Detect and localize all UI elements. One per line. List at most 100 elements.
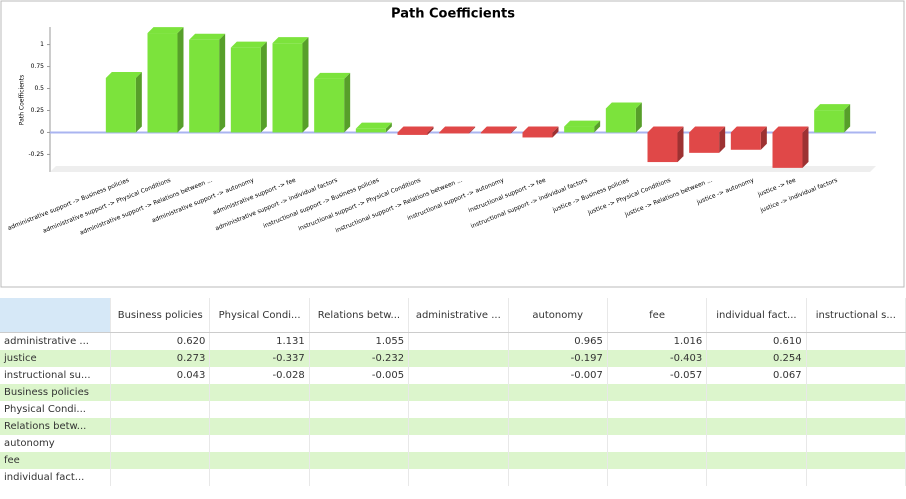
bar bbox=[772, 126, 809, 168]
column-header: individual fact... bbox=[706, 298, 807, 333]
bar-front bbox=[647, 132, 678, 163]
table-cell: -0.403 bbox=[607, 350, 708, 367]
table-cell bbox=[309, 384, 410, 401]
table-cell bbox=[706, 401, 807, 418]
bar bbox=[355, 122, 392, 133]
table-cell: 0.043 bbox=[110, 367, 211, 384]
table-cell bbox=[607, 469, 708, 486]
bar-front bbox=[522, 132, 553, 138]
bar-side bbox=[177, 27, 184, 133]
table-cell bbox=[607, 435, 708, 452]
bar bbox=[564, 120, 601, 133]
row-header: administrative ... bbox=[0, 332, 111, 350]
table-cell bbox=[508, 418, 608, 435]
bar bbox=[314, 72, 351, 133]
table-cell bbox=[309, 435, 410, 452]
bar-side bbox=[344, 72, 351, 133]
bar-top bbox=[105, 71, 142, 78]
table-cell: -0.197 bbox=[508, 350, 608, 367]
plot-floor bbox=[50, 166, 876, 172]
bar-side bbox=[260, 41, 267, 133]
table-cell bbox=[806, 350, 906, 367]
row-header: instructional su... bbox=[0, 367, 111, 384]
table-cell bbox=[508, 435, 608, 452]
y-tick-label: 0.75 bbox=[31, 63, 45, 70]
data-table: Business policies Physical Condi... Relati… bbox=[0, 298, 906, 486]
bar-front bbox=[730, 132, 761, 150]
column-header: instructional s... bbox=[806, 298, 906, 333]
table-cell: 1.016 bbox=[607, 332, 708, 350]
table-cell bbox=[806, 469, 906, 486]
table-cell bbox=[806, 384, 906, 401]
bar-top bbox=[772, 126, 809, 133]
y-tick-label: 0 bbox=[40, 129, 44, 136]
table-row: Physical Condi... bbox=[0, 401, 906, 418]
table-cell bbox=[806, 452, 906, 469]
bar-top bbox=[689, 126, 726, 133]
table-row: autonomy bbox=[0, 435, 906, 452]
bar-front bbox=[272, 43, 303, 133]
bar-front bbox=[355, 128, 386, 133]
table-cell bbox=[806, 332, 906, 350]
header-corner bbox=[0, 298, 111, 333]
table-cell bbox=[706, 469, 807, 486]
table-cell: -0.057 bbox=[607, 367, 708, 384]
table-cell bbox=[806, 435, 906, 452]
table-row: justice 0.273 -0.337 -0.232 -0.197 -0.403 0.25… bbox=[0, 350, 906, 367]
bar bbox=[397, 126, 434, 135]
table-cell bbox=[209, 384, 310, 401]
bar-top bbox=[397, 126, 434, 133]
bar bbox=[522, 126, 559, 138]
table-cell: 1.131 bbox=[209, 332, 310, 350]
bar-top bbox=[189, 33, 226, 40]
bar bbox=[605, 102, 642, 133]
bar-side bbox=[802, 126, 809, 168]
table-cell bbox=[706, 384, 807, 401]
bar-top bbox=[230, 41, 267, 48]
table-cell: 0.620 bbox=[110, 332, 211, 350]
table-cell bbox=[209, 469, 310, 486]
bar-side bbox=[719, 126, 726, 153]
table-cell: -0.232 bbox=[309, 350, 410, 367]
table-cell bbox=[309, 452, 410, 469]
row-header: justice bbox=[0, 350, 111, 367]
bar bbox=[439, 126, 476, 134]
bar-front bbox=[397, 132, 428, 135]
bar-side bbox=[427, 126, 434, 135]
bar-top bbox=[814, 104, 851, 111]
bar-top bbox=[730, 126, 767, 133]
table-cell bbox=[806, 367, 906, 384]
bar bbox=[814, 104, 851, 133]
table-cell bbox=[209, 418, 310, 435]
table-cell bbox=[508, 469, 608, 486]
table-cell bbox=[309, 401, 410, 418]
bar-top bbox=[355, 122, 392, 129]
bar-top bbox=[439, 126, 476, 133]
table-row: Business policies bbox=[0, 384, 906, 401]
bar-top bbox=[272, 37, 309, 44]
y-tick-label: 0.5 bbox=[34, 85, 44, 92]
bar bbox=[105, 71, 142, 133]
table-cell bbox=[706, 452, 807, 469]
y-tick-label: 0.25 bbox=[31, 107, 45, 114]
table-cell: -0.337 bbox=[209, 350, 310, 367]
table-cell: 1.055 bbox=[309, 332, 410, 350]
row-header: individual fact... bbox=[0, 469, 111, 486]
bar bbox=[147, 27, 184, 133]
y-tick-label: -0.25 bbox=[28, 151, 44, 158]
bar-top bbox=[564, 120, 601, 127]
table-cell: -0.007 bbox=[508, 367, 608, 384]
table-cell bbox=[408, 384, 509, 401]
bar-front bbox=[314, 78, 345, 133]
column-header: autonomy bbox=[508, 298, 608, 333]
table-cell bbox=[806, 401, 906, 418]
table-row: individual fact... bbox=[0, 469, 906, 486]
column-header: administrative ... bbox=[408, 298, 509, 333]
column-header: Physical Condi... bbox=[209, 298, 310, 333]
row-header: Physical Condi... bbox=[0, 401, 111, 418]
bar-front bbox=[147, 33, 178, 133]
table-cell bbox=[806, 418, 906, 435]
bar bbox=[689, 126, 726, 153]
bar-front bbox=[189, 39, 220, 133]
table-cell bbox=[110, 401, 211, 418]
